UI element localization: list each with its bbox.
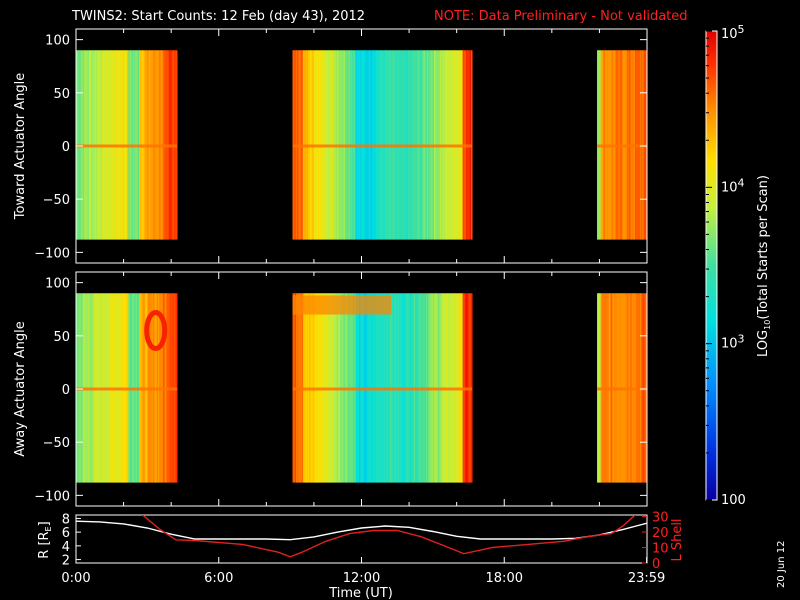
orbit-left-tick-label: 6 xyxy=(62,526,70,541)
toward-y-ticks: −100 −50 0 50 100 xyxy=(34,29,648,263)
data-note: NOTE: Data Preliminary - Not validated xyxy=(434,9,688,24)
figure-title: TWINS2: Start Counts: 12 Feb (day 43), 2… xyxy=(71,9,365,24)
orbit-right-tick-label: 10 xyxy=(652,542,669,557)
orbit-left-tick-label: 8 xyxy=(62,512,70,527)
orbit-left-tick-label: 2 xyxy=(62,554,70,569)
colorbar-tick-exponent: 3 xyxy=(738,333,745,346)
hot-loop xyxy=(144,310,168,351)
away-y-ticks: −100 −50 0 50 100 xyxy=(34,272,648,506)
l-shell-line xyxy=(142,515,636,558)
x-axis-label: Time (UT) xyxy=(328,586,393,600)
colorbar-tick-label: 104 xyxy=(721,176,745,195)
y-tick-label: −50 xyxy=(43,193,70,208)
toward-heatmap xyxy=(76,29,647,263)
date-stamp: 20 Jun 12 xyxy=(776,541,787,588)
colorbar-tick-mantissa: 10 xyxy=(721,27,738,42)
toward-y-label: Toward Actuator Angle xyxy=(13,73,28,220)
zero-angle-streak xyxy=(292,387,473,391)
orbit-right-tick-label: 20 xyxy=(652,526,669,541)
away-heatmap xyxy=(76,272,647,506)
colorbar-tick-mantissa: 100 xyxy=(721,493,746,508)
colorbar-tick-label: 105 xyxy=(721,23,745,42)
radial-distance-line xyxy=(76,520,647,541)
away-y-label: Away Actuator Angle xyxy=(13,321,28,456)
colorbar-tick-mantissa: 10 xyxy=(721,337,738,352)
orbit-right-tick-label: 30 xyxy=(652,511,669,526)
y-tick-label: 0 xyxy=(62,140,70,155)
orbit-lines xyxy=(76,515,647,558)
x-tick-label: 6:00 xyxy=(204,571,233,586)
zero-angle-streak xyxy=(292,144,473,148)
x-tick-label: 18:00 xyxy=(486,571,523,586)
y-tick-label: −100 xyxy=(34,246,70,261)
colorbar-label: LOG10(Total Starts per Scan) xyxy=(756,175,772,357)
y-tick-label: 100 xyxy=(45,277,70,292)
zero-angle-streak xyxy=(597,144,647,148)
y-tick-label: 50 xyxy=(53,330,70,345)
orbit-right-tick-label: 0 xyxy=(652,557,660,572)
y-tick-label: −100 xyxy=(34,489,70,504)
y-tick-label: 0 xyxy=(62,383,70,398)
colorbar xyxy=(706,31,717,500)
high-angle-band xyxy=(292,295,392,315)
x-tick-label: 12:00 xyxy=(343,571,380,586)
zero-angle-streak xyxy=(597,387,647,391)
x-tick-label: 0:00 xyxy=(61,571,90,586)
zero-angle-streak xyxy=(76,387,178,391)
colorbar-tick-exponent: 4 xyxy=(738,176,745,189)
y-tick-label: 50 xyxy=(53,87,70,102)
orbit-right-label: L Shell xyxy=(670,518,685,561)
colorbar-tick-label: 100 xyxy=(721,493,746,508)
x-tick-label: 23:59 xyxy=(628,571,665,586)
y-tick-label: −50 xyxy=(43,436,70,451)
colorbar-tick-mantissa: 10 xyxy=(721,180,738,195)
orbit-left-tick-label: 4 xyxy=(62,540,70,555)
zero-angle-streak xyxy=(76,144,178,148)
colorbar-tick-label: 103 xyxy=(721,333,745,352)
orbit-left-label: R [RE] xyxy=(37,521,53,558)
colorbar-tick-exponent: 5 xyxy=(738,23,745,36)
y-tick-label: 100 xyxy=(45,34,70,49)
